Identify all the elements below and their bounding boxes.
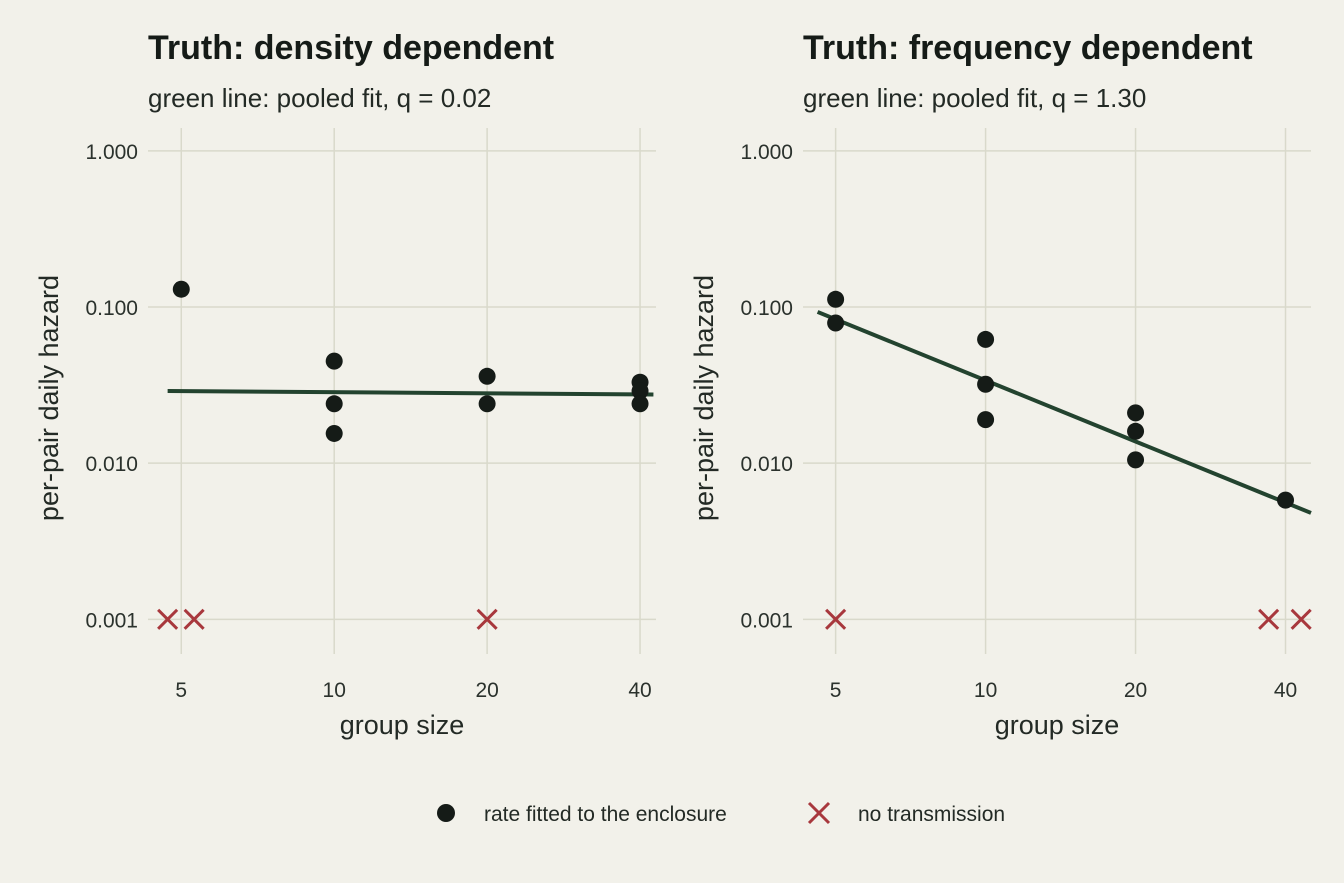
- data-point: [1127, 422, 1145, 440]
- y-tick-label: 0.001: [85, 609, 138, 632]
- no-transmission-cross: [825, 608, 847, 630]
- data-point: [631, 382, 649, 400]
- x-tick-label: 10: [974, 679, 997, 702]
- data-point: [325, 352, 343, 370]
- legend-label-points: rate fitted to the enclosure: [484, 803, 727, 826]
- no-transmission-cross: [157, 608, 179, 630]
- panel-frequency-dependent: Truth: frequency dependent green line: p…: [689, 29, 1312, 740]
- legend-point-icon: [437, 804, 455, 822]
- no-transmission-cross: [1290, 608, 1312, 630]
- pooled-fit-line: [167, 388, 654, 397]
- legend: rate fitted to the enclosure no transmis…: [437, 801, 1005, 826]
- y-tick-label: 0.001: [740, 609, 793, 632]
- legend-label-cross: no transmission: [858, 803, 1005, 826]
- legend-cross-icon: [807, 801, 831, 825]
- panel-title: Truth: density dependent: [148, 29, 554, 67]
- y-tick-label: 1.000: [740, 141, 793, 164]
- x-tick-label: 10: [323, 679, 346, 702]
- x-tick-label: 20: [475, 679, 498, 702]
- data-point: [631, 395, 649, 413]
- y-tick-label: 1.000: [85, 141, 138, 164]
- grid: [803, 128, 1311, 654]
- data-point: [478, 395, 496, 413]
- data-point: [977, 375, 995, 393]
- no-transmission-cross: [476, 608, 498, 630]
- x-axis-label: group size: [340, 710, 465, 740]
- y-axis-label: per-pair daily hazard: [689, 275, 719, 521]
- x-axis-label: group size: [995, 710, 1120, 740]
- x-tick-label: 40: [628, 679, 651, 702]
- no-transmission-cross: [183, 608, 205, 630]
- panel-title: Truth: frequency dependent: [803, 29, 1253, 67]
- panel-subtitle: green line: pooled fit, q = 1.30: [803, 83, 1146, 113]
- x-tick-label: 20: [1124, 679, 1147, 702]
- data-point: [977, 330, 995, 348]
- data-point: [325, 395, 343, 413]
- x-tick-label: 40: [1274, 679, 1297, 702]
- data-point: [977, 411, 995, 429]
- data-point: [172, 280, 190, 298]
- data-point: [1277, 491, 1295, 509]
- y-tick-label: 0.100: [740, 297, 793, 320]
- data-point: [827, 314, 845, 332]
- y-tick-label: 0.010: [85, 453, 138, 476]
- panel-subtitle: green line: pooled fit, q = 0.02: [148, 83, 491, 113]
- data-point: [827, 290, 845, 308]
- panel-density-dependent: Truth: density dependent green line: poo…: [34, 29, 656, 740]
- no-transmission-cross: [1258, 608, 1280, 630]
- data-point: [1127, 404, 1145, 422]
- y-axis-label: per-pair daily hazard: [34, 275, 64, 521]
- data-point: [325, 424, 343, 442]
- data-point: [1127, 451, 1145, 469]
- x-tick-label: 5: [175, 679, 187, 702]
- x-tick-label: 5: [830, 679, 842, 702]
- pooled-fit-line: [816, 310, 1312, 515]
- data-point: [478, 367, 496, 385]
- y-tick-label: 0.010: [740, 453, 793, 476]
- y-tick-label: 0.100: [85, 297, 138, 320]
